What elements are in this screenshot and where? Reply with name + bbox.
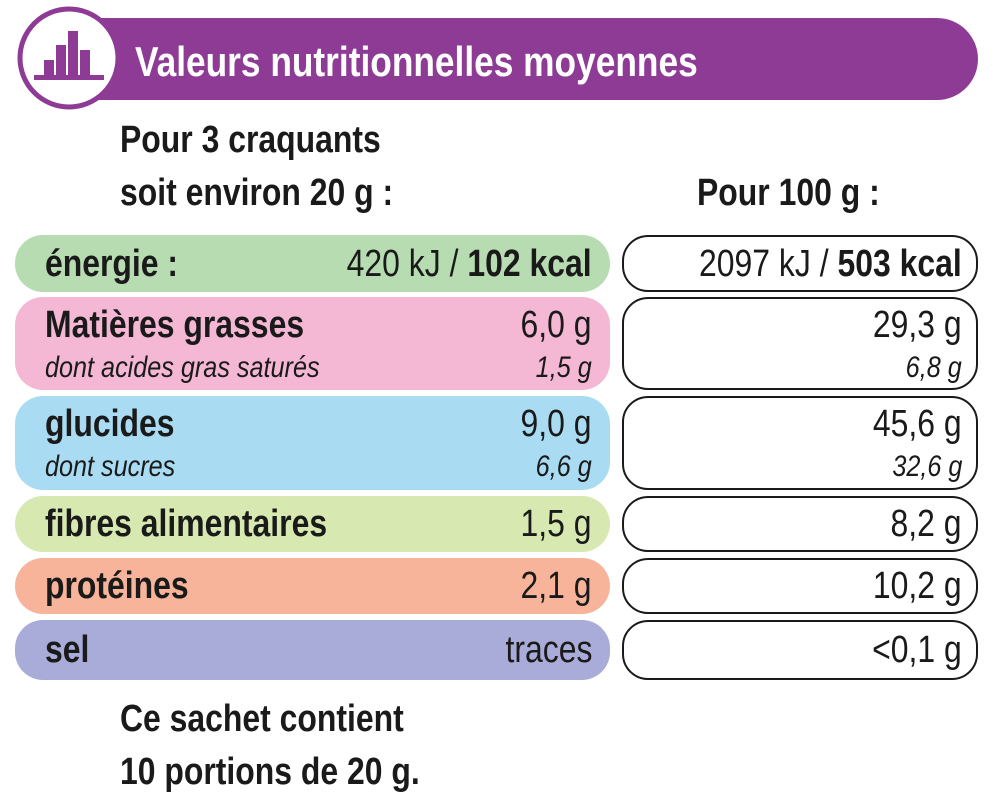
row-label: glucides [45, 403, 175, 445]
row-box [622, 558, 978, 614]
value-kcal: 102 kcal [467, 242, 592, 285]
row-box [622, 396, 978, 490]
header-band [20, 18, 978, 100]
column-header: Pour 3 craquants [120, 119, 381, 161]
header-title: Valeurs nutritionnelles moyennes [135, 38, 698, 85]
footer-text: 10 portions de 20 g. [120, 751, 420, 793]
row-band [15, 558, 610, 614]
row-value: traces [505, 629, 592, 671]
row-value: <0,1 g [872, 629, 962, 671]
value-kj: 2097 kJ [699, 242, 812, 285]
row-value: 420 kJ / 102 kcal [347, 242, 592, 286]
value-sep: / [450, 242, 459, 285]
row-band [15, 297, 610, 390]
row-band [15, 235, 610, 292]
row-value: 8,2 g [890, 503, 962, 545]
column-header: soit environ 20 g : [120, 172, 394, 214]
column-header: Pour 100 g : [697, 172, 880, 214]
row-value: 1,5 g [520, 503, 592, 545]
sub-label: dont acides gras saturés [45, 351, 320, 384]
row-value: 9,0 g [520, 403, 592, 445]
row-band [15, 620, 610, 680]
sub-value: 6,8 g [905, 351, 962, 384]
row-label: sel [45, 629, 90, 671]
row-label: Matières grasses [45, 304, 305, 346]
header-icon [17, 6, 121, 110]
sub-label: dont sucres [45, 450, 176, 483]
row-label: énergie : [45, 242, 179, 285]
row-label: protéines [45, 565, 189, 607]
value-kj: 420 kJ [347, 242, 442, 285]
row-box [622, 496, 978, 552]
row-box [622, 620, 978, 680]
row-value: 2097 kJ / 503 kcal [699, 242, 962, 286]
row-box [622, 235, 978, 292]
value-sep: / [820, 242, 829, 285]
sub-value: 6,6 g [535, 450, 592, 483]
sub-value: 32,6 g [891, 450, 962, 483]
row-box [622, 297, 978, 390]
row-band [15, 396, 610, 490]
row-value: 45,6 g [873, 403, 962, 445]
row-band [15, 496, 610, 552]
row-value: 10,2 g [873, 565, 962, 607]
value-kcal: 503 kcal [837, 242, 962, 285]
row-value: 6,0 g [520, 304, 592, 346]
row-value: 29,3 g [873, 304, 962, 346]
sub-value: 1,5 g [535, 351, 592, 384]
footer-text: Ce sachet contient [120, 698, 404, 740]
row-label: fibres alimentaires [45, 503, 328, 545]
row-value: 2,1 g [520, 565, 592, 607]
